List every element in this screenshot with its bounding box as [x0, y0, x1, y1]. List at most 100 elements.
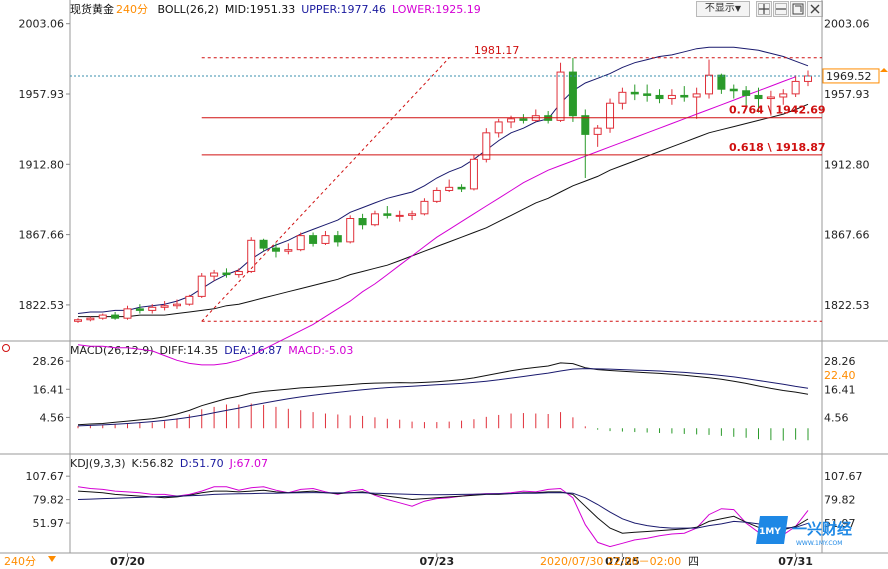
logo-mark: 1MY [759, 527, 781, 537]
candle-body [680, 94, 689, 98]
period-dropdown-icon [48, 556, 56, 562]
cursor-time-label: 2020/07/30 22:00－02:00 [540, 555, 681, 568]
zoom-out-button[interactable] [773, 1, 789, 17]
candle-body [593, 127, 602, 135]
candle-body [111, 314, 120, 319]
kdj-label: KDJ(9,3,3) [70, 457, 126, 470]
macd-label: MACD(26,12,9) [70, 344, 154, 357]
candle-body [556, 71, 565, 121]
candle-body [284, 249, 293, 252]
kdj-axis-label-right: 51.97 [824, 517, 856, 530]
candle-body [160, 305, 169, 308]
kdj-axis-label-right: 107.67 [824, 470, 863, 483]
price-axis-label-left: 1957.93 [19, 88, 65, 101]
candle-body [346, 218, 355, 243]
price-axis-label-right: 1822.53 [824, 299, 870, 312]
boll-label: BOLL(26,2) [157, 3, 219, 16]
candle-body [445, 186, 454, 191]
price-axis-label-right: 2003.06 [824, 18, 870, 31]
price-axis-label-right: 1957.93 [824, 88, 870, 101]
candle-body [123, 308, 132, 319]
candle-body [618, 91, 627, 104]
macd-diff: DIFF:14.35 [159, 344, 219, 357]
candle-body [432, 189, 441, 202]
period-label: 240分 [116, 3, 148, 16]
current-price-box [822, 68, 880, 84]
candle-body [185, 295, 194, 305]
candle-body [494, 121, 503, 134]
fib-trend-line [201, 57, 450, 322]
price-axis-label-left: 1912.80 [19, 158, 65, 171]
macd-current-label: 22.40 [824, 369, 856, 382]
chevron-down-icon: ▼ [734, 4, 742, 13]
candle-body [705, 74, 714, 95]
candle-body [606, 102, 615, 129]
candle-body [692, 93, 701, 98]
candle-body [210, 272, 219, 277]
expand-icon [792, 3, 804, 15]
macd-axis-label-right: 16.41 [824, 383, 856, 396]
candle-body [519, 118, 528, 121]
fib-764-label: 0.764 \ 1942.69 [729, 104, 826, 117]
kdj-k-line [77, 489, 809, 534]
kdj-axis-label-right: 79.82 [824, 494, 856, 507]
macd-axis-label-left: 4.56 [40, 411, 65, 424]
kdj-d: D:51.70 [179, 457, 224, 470]
boll-mid-line [78, 103, 809, 318]
minus-grid-icon [775, 3, 787, 15]
candle-body [469, 158, 478, 190]
macd-dea-line [77, 368, 809, 427]
kdj-j: J:67.07 [229, 457, 269, 470]
candle-body [271, 247, 280, 252]
candle-body [383, 213, 392, 216]
hide-indicator-button[interactable]: 不显示▼ [696, 1, 750, 17]
candle-body [309, 235, 318, 244]
current-price-arrow-icon [880, 67, 888, 72]
watermark-logo: 1MY 一兴财经 WWW.1MY.COM [756, 512, 874, 548]
candle-body [717, 74, 726, 90]
kdj-k: K:56.82 [131, 457, 174, 470]
expand-button[interactable] [790, 1, 806, 17]
candle-body [643, 93, 652, 96]
current-price-label: 1969.52 [826, 70, 872, 83]
boll-upper-line [77, 46, 809, 314]
zoom-in-button[interactable] [756, 1, 772, 17]
date-label: 07/23 [419, 555, 454, 568]
candle-body [86, 317, 95, 321]
candle-body [729, 88, 738, 92]
macd-axis-label-right: 28.26 [824, 355, 856, 368]
candle-body [395, 214, 404, 217]
boll-lower: LOWER:1925.19 [392, 3, 481, 16]
date-label: 07/20 [110, 555, 145, 568]
kdj-j-line [77, 486, 809, 548]
candle-body [754, 94, 763, 100]
macd-axis-label-right: 4.56 [824, 411, 849, 424]
logo-badge-icon: 1MY 一兴财经 WWW.1MY.COM [756, 516, 852, 547]
candle-body [222, 272, 231, 276]
price-axis-label-right: 1867.66 [824, 229, 870, 242]
boll-lower-line [77, 76, 796, 366]
price-axis-label-left: 2003.06 [19, 18, 65, 31]
candle-body [581, 115, 590, 135]
cursor-day-label: 四 [688, 555, 699, 568]
candle-body [172, 303, 181, 307]
period-selector: 240分 [4, 555, 36, 568]
candle-body [296, 235, 305, 251]
logo-brand: 一兴财经 [792, 520, 852, 538]
price-axis-label-right: 1912.80 [824, 158, 870, 171]
macd-value: MACD:-5.03 [288, 344, 354, 357]
date-label: 07/25 [605, 555, 640, 568]
kdj-header: KDJ(9,3,3) K:56.82 D:51.70 J:67.07 [70, 456, 274, 472]
candle-body [74, 319, 82, 322]
close-icon [810, 4, 820, 14]
candle-body [333, 235, 342, 243]
logo-url: WWW.1MY.COM [796, 540, 842, 547]
candle-body [358, 218, 367, 226]
candle-body [655, 94, 664, 100]
candle-body [197, 275, 206, 297]
candle-body [667, 94, 676, 100]
candle-body [457, 186, 466, 190]
macd-axis-label-left: 28.26 [33, 355, 65, 368]
boll-upper: UPPER:1977.46 [301, 3, 387, 16]
